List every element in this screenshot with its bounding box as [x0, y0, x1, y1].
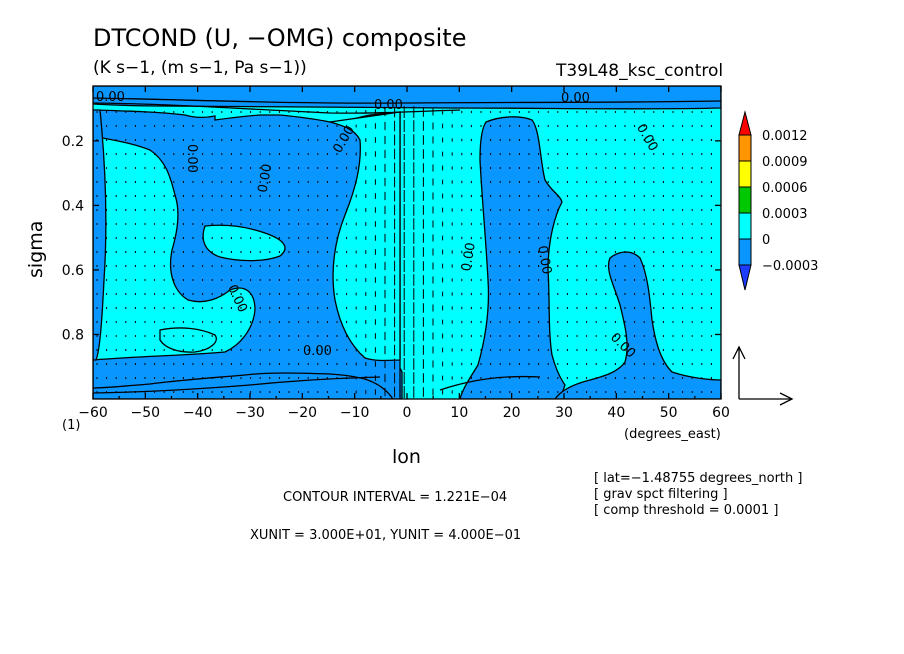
latitude-info: [ lat=−1.48755 degrees_north ] — [594, 471, 803, 486]
colorbar-top-arrow — [738, 110, 752, 136]
run-name: T39L48_ksc_control — [556, 61, 724, 81]
threshold-info: [ comp threshold = 0.0001 ] — [594, 503, 779, 518]
x-tick-label: 60 — [712, 405, 730, 421]
corner-index: (1) — [62, 418, 81, 433]
colorbar-label: 0.0006 — [762, 181, 808, 196]
contour-label: 0.00 — [96, 90, 125, 105]
chart-units: (K s−1, (m s−1, Pa s−1)) — [93, 58, 307, 78]
x-tick-label: −10 — [340, 405, 370, 421]
west-edge-strip — [93, 109, 107, 361]
x-tick-label: 20 — [503, 405, 521, 421]
y-tick-label: 0.6 — [62, 263, 84, 279]
contour-label: 0.00 — [459, 241, 479, 272]
colorbar-bin — [738, 160, 752, 188]
x-tick-label: −60 — [78, 405, 108, 421]
x-tick-label: −30 — [235, 405, 265, 421]
contour-label: 0.00 — [256, 163, 276, 194]
y-tick-label: 0.8 — [62, 327, 84, 343]
x-tick-label: 30 — [555, 405, 573, 421]
colorbar-label: 0.0003 — [762, 207, 808, 222]
contour-label: 0.00 — [184, 144, 199, 173]
colorbar-label: 0 — [762, 233, 770, 248]
chart-title: DTCOND (U, −OMG) composite — [93, 24, 467, 52]
contour-label: 0.00 — [374, 98, 403, 113]
east-center-column — [459, 116, 566, 399]
west-cyan-left — [93, 135, 256, 361]
x-axis-label: lon — [392, 446, 421, 468]
x-tick-label: −20 — [288, 405, 318, 421]
y-axis: 0.2 0.4 0.6 0.8 — [62, 134, 721, 343]
cyan-corridors — [93, 111, 401, 362]
x-axis-unit: (degrees_east) — [624, 427, 721, 442]
contour-interval: CONTOUR INTERVAL = 1.221E−04 — [283, 490, 508, 505]
center-cyan-bubble — [202, 224, 286, 262]
reference-vector — [732, 345, 794, 406]
unit-scale: XUNIT = 3.000E+01, YUNIT = 4.000E−01 — [250, 528, 522, 543]
x-tick-label: 40 — [607, 405, 625, 421]
contour-label: 0.00 — [561, 91, 590, 106]
small-cyan-pocket — [159, 327, 217, 353]
x-tick-label: −40 — [183, 405, 213, 421]
colorbar: 0.0012 0.0009 0.0006 0.0003 0 −0.0003 — [738, 110, 818, 291]
colorbar-bottom-arrow — [738, 264, 752, 291]
colorbar-bin — [738, 212, 752, 240]
wind-vectors — [96, 106, 712, 398]
x-tick-label: 0 — [403, 405, 412, 421]
x-tick-label: 50 — [660, 405, 678, 421]
x-tick-label: 10 — [450, 405, 468, 421]
plot-area — [93, 86, 721, 399]
x-axis: −60 −50 −40 −30 −20 −10 0 10 20 30 40 50 60 — [78, 86, 730, 421]
colorbar-bin — [738, 238, 752, 266]
x-tick-label: −50 — [131, 405, 161, 421]
colorbar-bin — [738, 134, 752, 162]
contour-label: 0.00 — [534, 245, 554, 276]
y-axis-label: sigma — [25, 220, 47, 278]
y-tick-label: 0.2 — [62, 134, 84, 150]
colorbar-label: −0.0003 — [762, 259, 818, 274]
colorbar-bin — [738, 186, 752, 214]
west-cyan-right — [329, 111, 401, 362]
y-tick-label: 0.4 — [62, 198, 84, 214]
upper-contours — [93, 97, 721, 394]
contour-label: 0.00 — [303, 344, 332, 359]
colorbar-label: 0.0009 — [762, 155, 808, 170]
east-right-band — [554, 251, 721, 399]
filter-info: [ grav spct filtering ] — [594, 487, 728, 502]
colorbar-label: 0.0012 — [762, 129, 808, 144]
east-regions — [459, 116, 721, 399]
